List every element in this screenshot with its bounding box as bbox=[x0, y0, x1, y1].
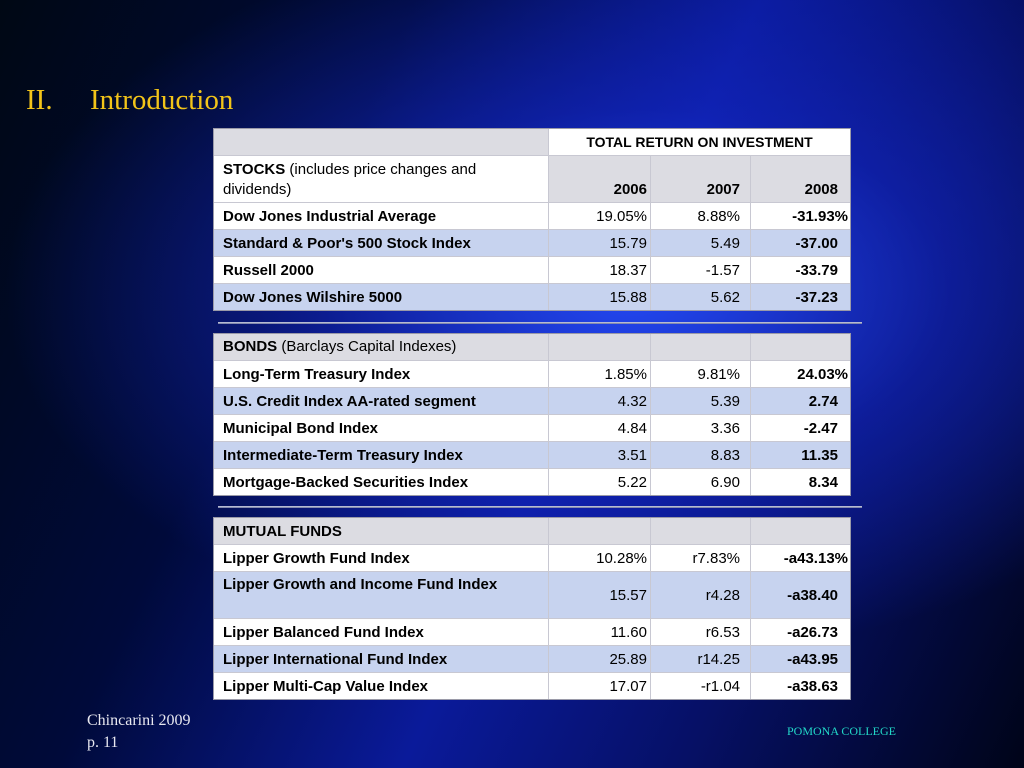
table-row: Standard & Poor's 500 Stock Index 15.79 … bbox=[214, 229, 850, 256]
stocks-table: TOTAL RETURN ON INVESTMENT STOCKS (inclu… bbox=[213, 128, 851, 311]
footer-citation: Chincarini 2009 p. 11 bbox=[87, 710, 191, 754]
table-row: Long-Term Treasury Index 1.85% 9.81% 24.… bbox=[214, 360, 850, 387]
footer-institution: POMONA COLLEGE bbox=[787, 724, 897, 738]
table-row: Lipper Growth and Income Fund Index 15.5… bbox=[214, 571, 850, 618]
table-row: Intermediate-Term Treasury Index 3.51 8.… bbox=[214, 441, 850, 468]
bonds-table: BONDS (Barclays Capital Indexes) Long-Te… bbox=[213, 333, 851, 496]
funds-header-row: MUTUAL FUNDS bbox=[214, 518, 850, 544]
table-row: Municipal Bond Index 4.84 3.36 -2.47 bbox=[214, 414, 850, 441]
year-2007-heading: 2007 bbox=[650, 156, 750, 202]
table-row: Dow Jones Wilshire 5000 15.88 5.62 -37.2… bbox=[214, 283, 850, 310]
title-text: Introduction bbox=[90, 84, 234, 116]
year-2008-heading: 2008 bbox=[750, 156, 850, 202]
header-row-top: TOTAL RETURN ON INVESTMENT bbox=[214, 129, 850, 155]
total-return-heading: TOTAL RETURN ON INVESTMENT bbox=[548, 129, 850, 155]
bonds-header-row: BONDS (Barclays Capital Indexes) bbox=[214, 334, 850, 360]
section-divider bbox=[218, 506, 862, 508]
bonds-heading: BONDS (Barclays Capital Indexes) bbox=[214, 334, 548, 360]
title-number: II. bbox=[26, 84, 53, 116]
section-divider bbox=[218, 322, 862, 324]
table-row: Lipper Multi-Cap Value Index 17.07 -r1.0… bbox=[214, 672, 850, 699]
header-row-years: STOCKS (includes price changes and divid… bbox=[214, 155, 850, 202]
footer-page: p. 11 bbox=[87, 734, 119, 751]
table-row: U.S. Credit Index AA-rated segment 4.32 … bbox=[214, 387, 850, 414]
stocks-heading: STOCKS (includes price changes and divid… bbox=[214, 156, 548, 202]
table-row: Mortgage-Backed Securities Index 5.22 6.… bbox=[214, 468, 850, 495]
year-2006-heading: 2006 bbox=[548, 156, 650, 202]
slide-title: II. Introduction bbox=[26, 84, 233, 117]
table-row: Lipper Growth Fund Index 10.28% r7.83% -… bbox=[214, 544, 850, 571]
stocks-note: (includes price changes and dividends) bbox=[223, 161, 477, 198]
bonds-label: BONDS bbox=[223, 338, 278, 355]
table-row: Lipper Balanced Fund Index 11.60 r6.53 -… bbox=[214, 618, 850, 645]
bonds-note: (Barclays Capital Indexes) bbox=[277, 338, 457, 355]
funds-table: MUTUAL FUNDS Lipper Growth Fund Index 10… bbox=[213, 517, 851, 700]
funds-heading: MUTUAL FUNDS bbox=[223, 522, 342, 540]
footer-author: Chincarini 2009 bbox=[87, 712, 191, 729]
table-row: Russell 2000 18.37 -1.57 -33.79 bbox=[214, 256, 850, 283]
table-row: Dow Jones Industrial Average 19.05% 8.88… bbox=[214, 202, 850, 229]
stocks-label: STOCKS bbox=[223, 161, 286, 178]
table-row: Lipper International Fund Index 25.89 r1… bbox=[214, 645, 850, 672]
